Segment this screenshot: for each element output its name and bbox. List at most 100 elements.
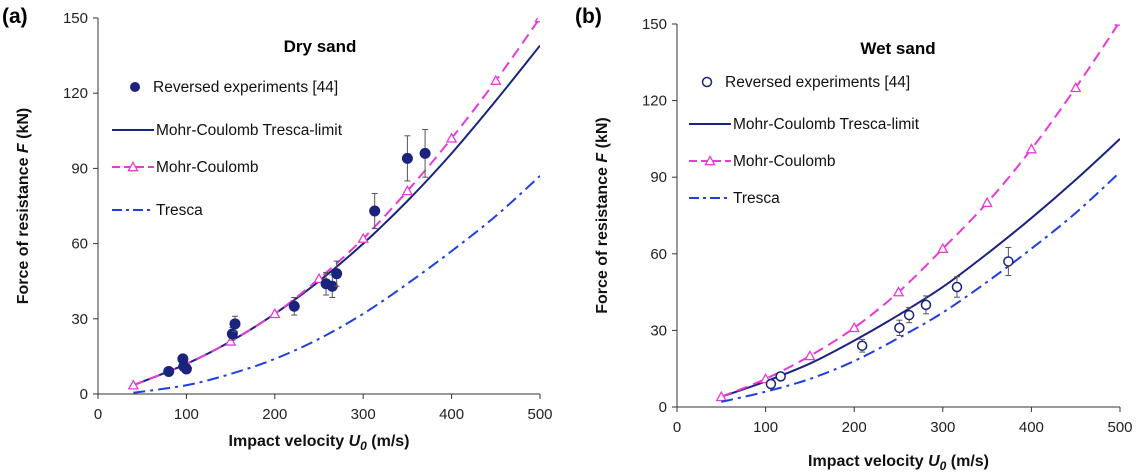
y-tick-label: 30	[71, 311, 88, 328]
series-marker-triangle	[892, 286, 905, 297]
legend-marker-triangle	[704, 155, 716, 166]
experiment-point	[1003, 256, 1014, 267]
x-tick-label: 400	[1019, 419, 1044, 436]
y-tick-label: 30	[650, 322, 667, 339]
series-marker-triangle	[1025, 143, 1038, 154]
experiment-point	[401, 152, 413, 164]
legend-marker-experiments	[701, 76, 713, 88]
legend-label-experiments: Reversed experiments [44]	[153, 79, 338, 96]
panel-a-dry-sand: (a) 0 30 60 90 120 150 0 100 200 300 400 500 Impact v…	[2, 5, 553, 453]
y-tick-label: 60	[71, 236, 88, 253]
y-tick-label: 0	[80, 386, 88, 403]
experiment-point	[288, 300, 300, 312]
y-axis-label-text: Force of resistance	[594, 163, 611, 314]
legend-marker-experiments	[130, 82, 140, 92]
x-axis-label-sub: 0	[940, 459, 947, 473]
x-tick-label: 100	[753, 419, 778, 436]
series-marker-triangle	[445, 132, 458, 143]
chart-title: Dry sand	[284, 37, 357, 56]
experiment-point	[920, 299, 932, 311]
x-axis-label-var: U	[349, 433, 361, 450]
x-tick-label: 200	[842, 419, 867, 436]
y-axis-label-var: F	[15, 142, 32, 153]
y-tick-label: 150	[63, 10, 88, 27]
panel-label: (b)	[575, 5, 602, 28]
legend-label-2: Tresca	[156, 202, 203, 219]
y-tick-label: 150	[642, 16, 667, 33]
y-tick-label: 0	[659, 399, 667, 416]
x-axis-label-text: Impact velocity	[229, 433, 349, 450]
experiment-point	[226, 328, 238, 340]
legend-label-0: Mohr-Coulomb Tresca-limit	[156, 122, 343, 139]
y-tick-label: 60	[650, 246, 667, 263]
y-axis-label: Force of resistance F (kN)	[594, 117, 611, 314]
series-marker-triangle	[401, 185, 414, 196]
x-axis-label-unit: (m/s)	[367, 433, 410, 450]
legend-label-1: Mohr-Coulomb	[733, 153, 836, 170]
experiment-point	[419, 147, 431, 159]
x-axis-label: Impact velocity U0 (m/s)	[229, 433, 410, 453]
legend-marker-triangle	[127, 161, 139, 172]
y-axis-label-unit: (kN)	[15, 108, 32, 144]
experiment-point	[951, 281, 963, 293]
experiment-point	[765, 378, 777, 390]
experiment-point	[163, 365, 175, 377]
y-tick-label: 120	[642, 93, 667, 110]
panel-b-wet-sand: (b) 0 30 60 90 120 150 0 100 200 300 400 500 Impact v…	[575, 5, 1133, 473]
series-marker-triangle	[1069, 81, 1082, 93]
x-tick-label: 500	[527, 406, 552, 423]
panel-label: (a)	[2, 5, 28, 28]
x-tick-label: 200	[262, 406, 287, 423]
series-marker-triangle	[937, 242, 949, 254]
series-marker-triangle	[1114, 24, 1120, 26]
experiment-point	[331, 268, 343, 280]
x-axis-label-var: U	[928, 453, 940, 470]
x-tick-label: 300	[351, 406, 376, 423]
plot-area	[715, 24, 1120, 403]
experiment-point	[894, 322, 905, 334]
y-axis-label: Force of resistance F (kN)	[15, 108, 32, 305]
x-tick-label: 0	[94, 406, 102, 423]
series-line-mohr-coulomb	[720, 24, 1120, 398]
y-tick-label: 90	[650, 169, 667, 186]
series-line-mohr-coulomb-tresca-limit	[720, 138, 1120, 398]
experiment-point	[775, 371, 786, 382]
experiment-point	[903, 309, 915, 321]
plot-area	[127, 18, 540, 394]
y-axis-label-unit: (kN)	[594, 117, 611, 153]
x-axis-label-text: Impact velocity	[808, 453, 928, 470]
x-tick-label: 500	[1107, 419, 1132, 436]
series-line-tresca	[721, 171, 1120, 403]
x-tick-label: 100	[174, 406, 199, 423]
legend-label-1: Mohr-Coulomb	[156, 159, 259, 176]
y-tick-label: 90	[71, 160, 88, 177]
series-marker-triangle	[981, 196, 993, 208]
x-tick-label: 300	[930, 419, 955, 436]
legend-label-2: Tresca	[733, 190, 780, 207]
x-tick-label: 0	[673, 419, 681, 436]
y-axis-label-var: F	[594, 152, 611, 163]
chart-title: Wet sand	[860, 39, 935, 58]
legend: Reversed experiments [44] Mohr-Coulomb Tr…	[689, 74, 920, 207]
legend: Reversed experiments [44] Mohr-Coulomb Tr…	[112, 79, 343, 219]
x-tick-label: 400	[439, 406, 464, 423]
y-axis-label-text: Force of resistance	[15, 153, 32, 304]
series-line-tresca	[133, 175, 540, 394]
experiment-point	[180, 363, 192, 375]
y-tick-label: 120	[63, 85, 88, 102]
x-axis-label-sub: 0	[360, 439, 367, 453]
series-marker-triangle	[224, 335, 237, 346]
series-marker-triangle	[313, 272, 325, 284]
legend-label-0: Mohr-Coulomb Tresca-limit	[733, 116, 920, 133]
series-marker-triangle	[357, 232, 369, 243]
series-marker-triangle	[490, 74, 502, 85]
experiment-point	[856, 340, 868, 351]
series-marker-triangle	[715, 390, 728, 402]
series-marker-triangle	[848, 321, 860, 333]
x-axis-label: Impact velocity U0 (m/s)	[808, 453, 989, 473]
series-marker-triangle	[534, 18, 540, 23]
experiment-point	[229, 318, 241, 330]
series-marker-triangle	[804, 349, 816, 361]
legend-label-experiments: Reversed experiments [44]	[725, 74, 910, 91]
